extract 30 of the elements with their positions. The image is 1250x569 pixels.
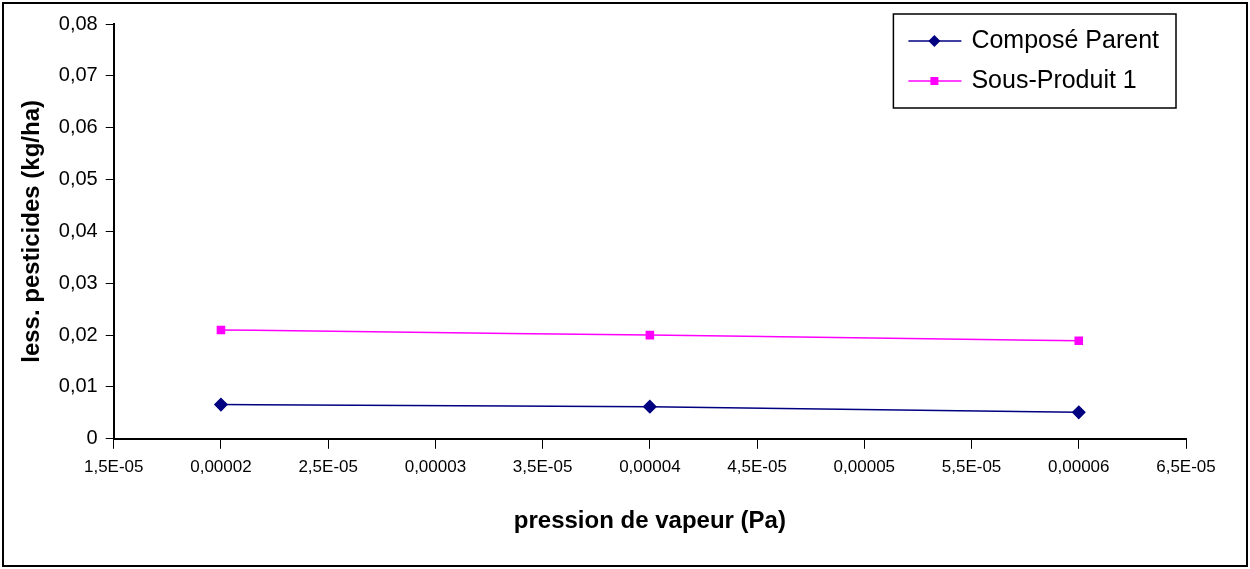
y-tick-label: 0: [86, 426, 98, 449]
point: [216, 325, 226, 335]
x-axis-title: pression de vapeur (Pa): [513, 506, 786, 534]
y-tick-label: 0,03: [58, 270, 98, 293]
x-tick-label: 1,5E-05: [83, 456, 144, 476]
x-tick-label: 5,5E-05: [941, 456, 1002, 476]
y-tick-label: 0,02: [58, 322, 98, 345]
legend-label: Composé Parent: [971, 24, 1160, 53]
y-tick-label: 0,01: [58, 374, 98, 397]
y-tick-label: 0,04: [58, 218, 98, 241]
point: [643, 399, 657, 414]
x-tick-label: 0,00003: [404, 456, 467, 476]
x-tick-label: 3,5E-05: [512, 456, 573, 476]
y-tick-label: 0,08: [58, 11, 98, 34]
y-tick-label: 0,06: [58, 115, 98, 138]
y-axis-title: less. pesticides (kg/ha): [17, 100, 45, 363]
y-tick-label: 0,05: [58, 167, 98, 190]
point: [1074, 336, 1084, 346]
legend-label: Sous-Produit 1: [971, 64, 1137, 93]
point: [645, 330, 655, 340]
x-tick-label: 2,5E-05: [298, 456, 358, 476]
x-tick-label: 6,5E-05: [1156, 456, 1216, 476]
point: [214, 397, 228, 412]
x-tick-label: 0,00002: [190, 456, 252, 476]
x-tick-label: 0,00004: [619, 456, 681, 476]
y-tick-label: 0,07: [58, 63, 98, 86]
x-tick-label: 4,5E-05: [727, 456, 787, 476]
point: [1072, 405, 1086, 420]
x-tick-label: 0,00005: [833, 456, 896, 476]
x-tick-label: 0,00006: [1048, 456, 1110, 476]
